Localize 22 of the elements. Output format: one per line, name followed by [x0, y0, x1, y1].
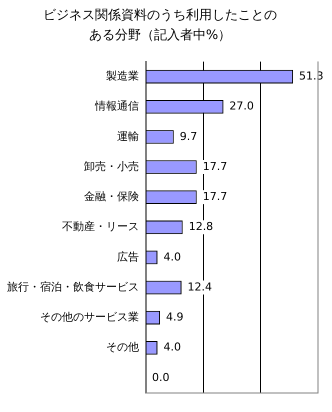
data-label: 4.0 — [163, 250, 181, 264]
data-label: 51.3 — [299, 70, 324, 83]
y-tick-label: 不動産・リース — [62, 220, 139, 234]
data-label: 17.7 — [202, 160, 228, 173]
y-tick-label: 旅行・宿泊・飲食サービス — [7, 280, 139, 294]
data-label: 4.9 — [166, 310, 184, 324]
y-tick-label: 広告 — [117, 250, 139, 264]
data-label: 12.4 — [188, 280, 212, 294]
data-label: 4.0 — [163, 340, 181, 354]
chart-title: ビジネス関係資料のうち利用したことのある分野（記入者中%） — [42, 7, 278, 45]
data-label: 0.0 — [152, 370, 170, 384]
y-tick-label: 金融・保険 — [84, 190, 139, 204]
y-tick-label: 運輸 — [117, 130, 139, 143]
data-label: 9.7 — [180, 130, 198, 143]
data-label: 12.8 — [188, 220, 214, 234]
y-tick-label: 卸売・小売 — [84, 160, 139, 173]
data-label: 27.0 — [229, 100, 254, 113]
y-tick-label: その他のサービス業 — [40, 310, 139, 324]
data-label: 17.7 — [202, 190, 228, 204]
y-tick-label: その他 — [106, 340, 139, 354]
y-tick-label: 情報通信 — [94, 100, 139, 113]
y-tick-label: 製造業 — [106, 70, 139, 83]
